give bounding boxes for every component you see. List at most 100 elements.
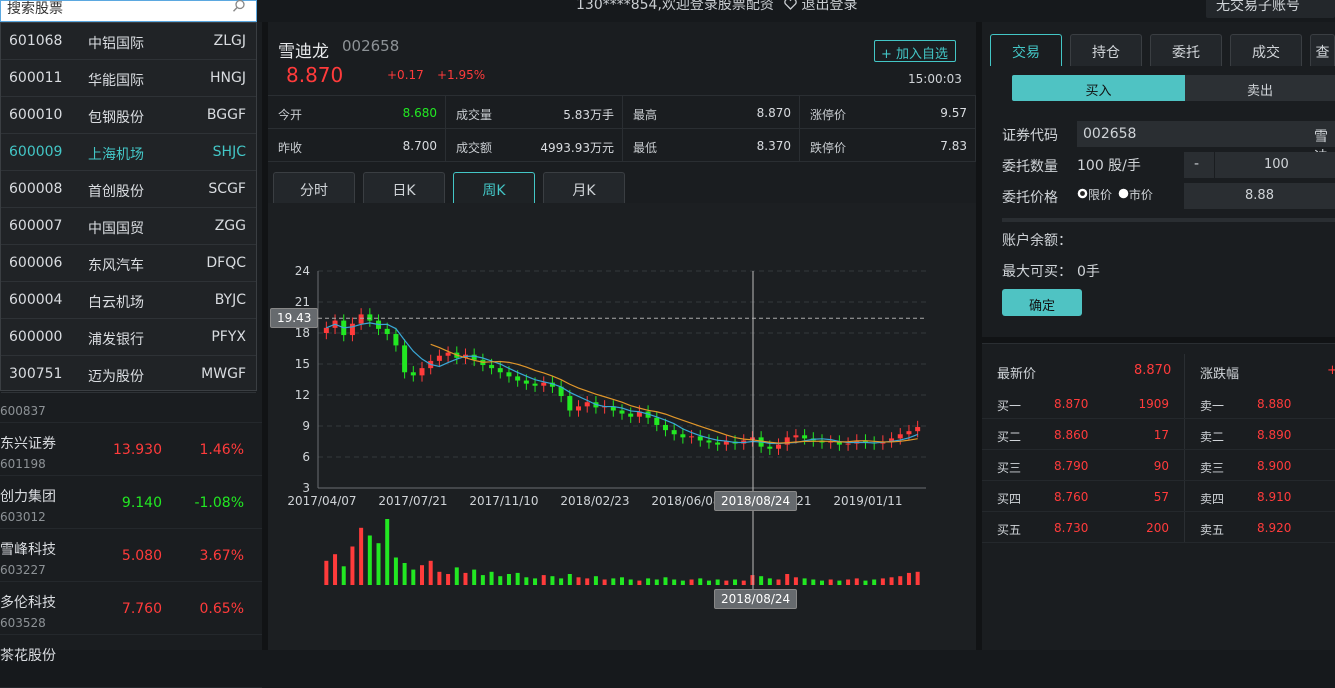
bid-price[interactable]: 8.730 (1054, 521, 1089, 535)
ask-price[interactable]: 8.910 (1257, 490, 1292, 504)
stock-item-code: 603528 (0, 616, 46, 630)
dropdown-item[interactable]: 600011 华能国际 HNGJ (1, 60, 256, 97)
dropdown-item[interactable]: 600010 包钢股份 BGGF (1, 97, 256, 134)
candle (489, 365, 495, 369)
dropdown-item[interactable]: 300751 迈为股份 MWGF (1, 356, 256, 393)
stock-list-item[interactable]: 600837 (0, 370, 262, 423)
dropdown-item[interactable]: 600000 浦发银行 PFYX (1, 319, 256, 356)
quote-cell: 成交额 4993.93万元 (446, 129, 623, 162)
stock-item-price: 9.140 (121, 495, 162, 511)
dropdown-item[interactable]: 601068 中铝国际 ZLGJ (1, 23, 256, 60)
volume-bar (733, 579, 738, 585)
x-tick-label: 2018/06/08 (651, 494, 720, 508)
bid-volume: 17 (1153, 428, 1169, 442)
stock-item-pct: 1.46% (199, 442, 244, 458)
search-box[interactable] (0, 0, 257, 22)
stock-item-price: 13.930 (113, 442, 162, 458)
chart-tab[interactable]: 月K (543, 172, 625, 203)
ask-price[interactable]: 8.920 (1257, 521, 1292, 535)
chart-area: 3 6 9 12 15 18 21 24 2017/04/07 2017/07/21 2017/11… (268, 203, 976, 650)
y-tick-label: 21 (295, 295, 310, 309)
volume-bar (837, 580, 842, 585)
volume-bar (793, 577, 798, 585)
trade-tab[interactable]: 交易 (990, 34, 1062, 66)
ask-price[interactable]: 8.890 (1257, 428, 1292, 442)
volume-bar (724, 580, 729, 585)
stock-item-code: 600837 (0, 404, 46, 418)
ask-price[interactable]: 8.900 (1257, 459, 1292, 473)
stock-item-name: 多伦科技 (0, 595, 56, 611)
volume-bar (828, 579, 833, 585)
candle (576, 406, 582, 411)
ask-price[interactable]: 8.880 (1257, 397, 1292, 411)
trade-tab[interactable]: 持仓 (1070, 34, 1142, 66)
sell-tab[interactable]: 卖出 (1185, 75, 1335, 101)
add-favorite-button[interactable]: + 加入自选 (874, 40, 956, 62)
stock-item-pct: 0.65% (199, 601, 244, 617)
y-tick-label: 6 (302, 450, 310, 464)
dropdown-item[interactable]: 600004 白云机场 BYJC (1, 282, 256, 319)
market-radio[interactable]: 市价 (1118, 188, 1153, 202)
qty-value[interactable]: 100 (1264, 157, 1289, 172)
bid-price[interactable]: 8.760 (1054, 490, 1089, 504)
candle (767, 446, 773, 449)
bid-label: 买四 (997, 492, 1022, 506)
volume-bar (524, 577, 529, 585)
bid-label: 买三 (997, 461, 1022, 475)
dropdown-code: 601068 (9, 33, 63, 49)
trade-tab[interactable]: 委托 (1150, 34, 1222, 66)
chart-tab[interactable]: 日K (363, 172, 445, 203)
search-icon[interactable] (232, 0, 246, 13)
stock-list-item[interactable]: 创力集团 603012 9.140 -1.08% (0, 476, 262, 529)
trade-tab[interactable]: 查 (1310, 34, 1335, 66)
dropdown-code: 600000 (9, 329, 63, 345)
code-field[interactable]: 002658 雪迪 (1077, 121, 1335, 165)
stock-list-item[interactable]: 茶花股份 (0, 635, 262, 688)
dropdown-item[interactable]: 600006 东风汽车 DFQC (1, 245, 256, 282)
chart-tab[interactable]: 分时 (273, 172, 355, 203)
volume-bar (898, 576, 903, 585)
stock-list-item[interactable]: 东兴证券 601198 13.930 1.46% (0, 423, 262, 476)
crosshair-date-label-volume: 2018/08/24 (714, 589, 798, 609)
volume-bar (767, 578, 772, 585)
stock-list-item[interactable]: 雪峰科技 603227 5.080 3.67% (0, 529, 262, 582)
search-input[interactable] (7, 0, 227, 20)
limit-radio[interactable]: 限价 (1077, 188, 1112, 202)
candle (349, 323, 355, 336)
stock-list-item[interactable]: 多伦科技 603528 7.760 0.65% (0, 582, 262, 635)
candle (367, 314, 373, 321)
volume-bar (872, 579, 877, 585)
volume-bar (750, 575, 755, 585)
trade-tab[interactable]: 成交 (1230, 34, 1302, 66)
bid-price[interactable]: 8.870 (1054, 397, 1089, 411)
qty-minus-button[interactable]: - (1194, 156, 1200, 172)
quote-value: 8.700 (402, 139, 437, 153)
candle (584, 402, 590, 407)
confirm-button[interactable]: 确定 (1002, 289, 1082, 316)
volume-bar (906, 572, 911, 585)
candle (889, 438, 895, 442)
volume-bar (811, 579, 816, 585)
dropdown-code: 600006 (9, 255, 63, 271)
dropdown-code: 600010 (9, 107, 63, 123)
kline-chart[interactable]: 3 6 9 12 15 18 21 24 2017/04/07 2017/07/21 2017/11… (268, 203, 976, 650)
bid-price[interactable]: 8.790 (1054, 459, 1089, 473)
dropdown-item[interactable]: 600008 首创股份 SCGF (1, 171, 256, 208)
y-tick-label: 12 (295, 388, 310, 402)
dropdown-abbr: PFYX (211, 329, 246, 345)
volume-bar (863, 580, 868, 585)
qty-stepper[interactable]: - 100 (1184, 152, 1335, 178)
buy-tab[interactable]: 买入 (1012, 75, 1185, 101)
logout-link[interactable]: 退出登录 (784, 0, 857, 14)
volume-bar (602, 579, 607, 585)
account-select[interactable]: 无交易子账号 (1206, 0, 1335, 18)
chart-tab[interactable]: 周K (453, 172, 535, 203)
dropdown-item[interactable]: 600007 中国国贸 ZGG (1, 208, 256, 245)
bid-price[interactable]: 8.860 (1054, 428, 1089, 442)
price-input[interactable]: 8.88 (1184, 183, 1335, 209)
dropdown-item[interactable]: 600009 上海机场 SHJC (1, 134, 256, 171)
dropdown-code: 600007 (9, 218, 63, 234)
quote-cell: 最低 8.370 (623, 129, 800, 162)
candle (836, 441, 842, 445)
volume-bar (698, 578, 703, 585)
